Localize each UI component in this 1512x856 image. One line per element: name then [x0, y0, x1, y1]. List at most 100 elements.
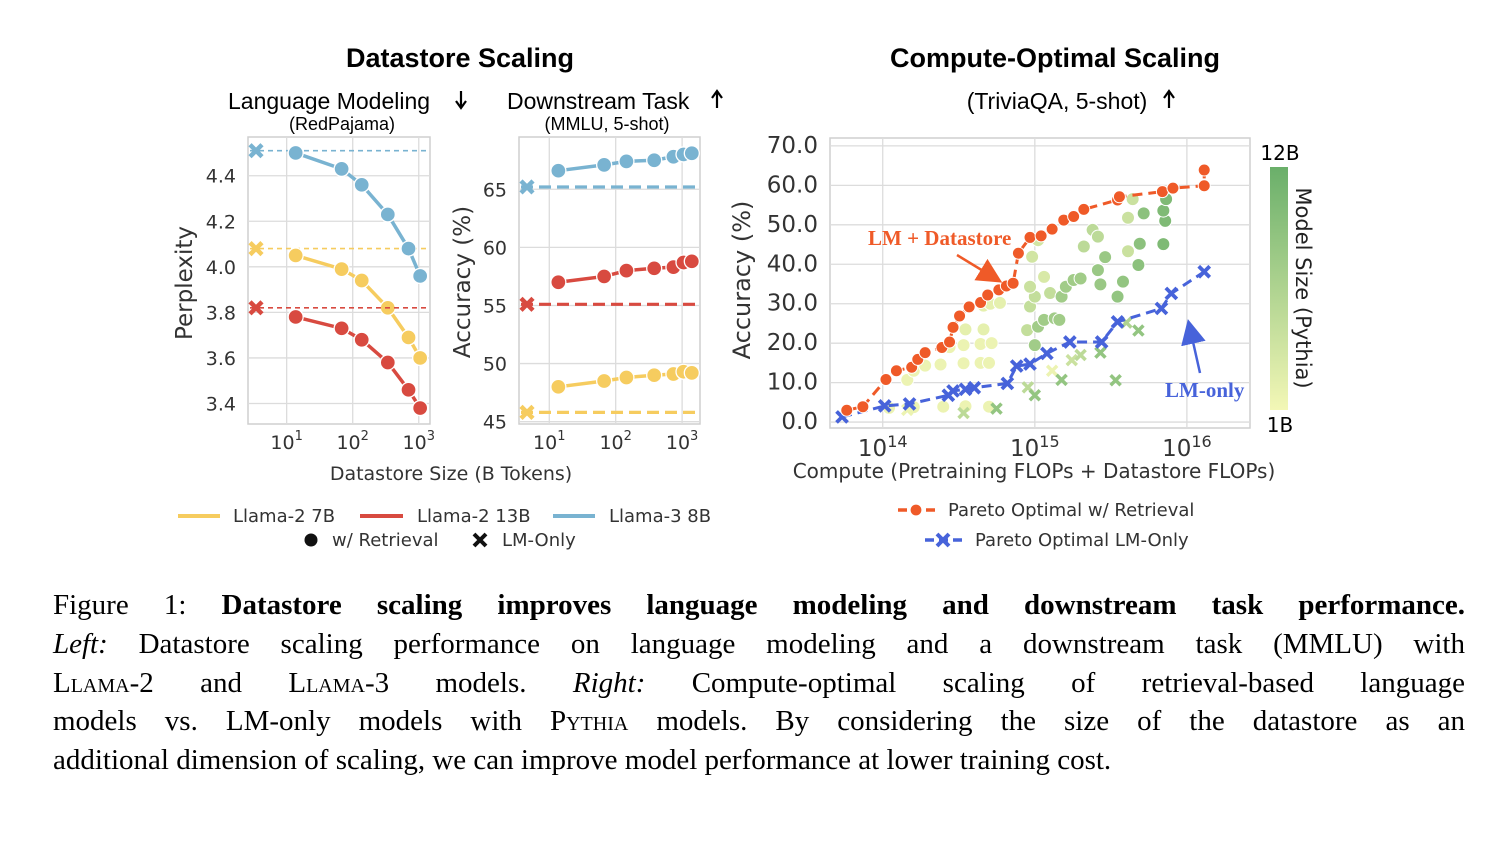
retrieval-scatter-point	[1121, 210, 1136, 225]
x-tick-exponent: 15	[1039, 432, 1059, 451]
x-tick-exponent: 3	[427, 429, 435, 444]
retrieval-point	[550, 378, 567, 395]
x-tick-exponent: 1	[295, 429, 303, 444]
caption-line: additional dimension of scaling, we can …	[53, 741, 1465, 780]
y-tick-label: 20.0	[767, 330, 818, 356]
x-tick-exponent: 2	[624, 429, 632, 444]
pareto-retrieval-point	[1034, 229, 1048, 243]
colorbar-max: 12B	[1260, 141, 1299, 165]
retrieval-scatter-point	[933, 357, 948, 372]
pareto-lm-only-point	[967, 380, 982, 395]
pareto-retrieval-point	[1067, 210, 1081, 224]
retrieval-point	[618, 262, 635, 279]
x-tick-exponent: 1	[557, 429, 565, 444]
retrieval-scatter-point	[1136, 206, 1151, 221]
colorbar	[1270, 167, 1288, 410]
legend-label: w/ Retrieval	[332, 530, 439, 551]
pareto-retrieval-point	[1023, 230, 1037, 244]
retrieval-point	[683, 364, 700, 382]
retrieval-point	[618, 153, 635, 170]
retrieval-scatter-point	[1025, 249, 1040, 264]
annotation-lm-only: LM-only	[1165, 378, 1245, 402]
x-tick-exponent: 2	[361, 429, 369, 444]
pareto-lm-only-point	[877, 399, 892, 413]
caption-text: Compute-optimal scaling of retrieval-bas…	[645, 666, 1465, 699]
x-tick-label: 101	[270, 429, 302, 454]
retrieval-point	[646, 152, 663, 169]
lm-only-marker	[519, 179, 535, 195]
x-tick-label: 1015	[1010, 432, 1060, 462]
retrieval-point	[683, 253, 700, 270]
caption-line: Llama-2 and Llama-3 models. Right: Compu…	[53, 664, 1465, 703]
retrieval-point	[287, 308, 304, 326]
pareto-lm-only-line	[841, 270, 1206, 419]
x-axis-label-compute: Compute (Pretraining FLOPs + Datastore F…	[793, 459, 1276, 483]
y-tick-label: 60.0	[767, 172, 818, 198]
perplexity-chart: 101 102 103 3.4 3.6 3.8 4.0 4.2 4.4	[206, 136, 435, 454]
y-axis-label-accuracy: Accuracy (%)	[450, 206, 476, 358]
model-name: Pythia	[549, 705, 629, 738]
y-tick-label: 4.0	[206, 257, 236, 279]
pareto-lm-only-point	[1154, 301, 1169, 316]
pareto-lm-only-point	[1023, 357, 1037, 371]
caption-text: models. By considering the size of the d…	[628, 705, 1465, 738]
retrieval-point	[287, 144, 304, 162]
lm-only-marker	[248, 241, 264, 257]
retrieval-scatter-point	[1037, 269, 1052, 284]
legend-label: Llama-2 13B	[417, 506, 531, 527]
retrieval-point	[412, 399, 429, 417]
x-tick-label: 102	[599, 429, 631, 454]
lm-only-scatter-point	[1055, 373, 1068, 387]
pareto-lm-only-point	[1110, 315, 1125, 329]
y-tick-label: 50.0	[767, 212, 818, 238]
retrieval-point	[353, 331, 370, 348]
pareto-lm-only-point	[1063, 335, 1077, 349]
pareto-retrieval-point	[1006, 276, 1020, 290]
x-tick-label: 1014	[858, 432, 908, 462]
y-tick-label: 10.0	[767, 370, 818, 396]
retrieval-point	[646, 367, 663, 384]
x-tick-exponent: 16	[1191, 432, 1211, 451]
mmlu-chart: 101 102 103 45 50 55 60 65	[483, 136, 701, 454]
colorbar-min: 1B	[1267, 413, 1293, 437]
model-name: Llama-2	[53, 666, 154, 699]
pareto-lm-only-point	[1164, 286, 1179, 301]
y-tick-label: 65	[483, 179, 507, 201]
circle-marker-icon	[304, 533, 318, 547]
lm-only-scatter-point	[1028, 389, 1042, 402]
lm-only-scatter-point	[1065, 353, 1079, 367]
x-tick-label: 1016	[1162, 432, 1212, 462]
pareto-retrieval-point	[879, 372, 893, 386]
legend-label: Llama-2 7B	[233, 506, 335, 527]
retrieval-point	[333, 160, 350, 178]
retrieval-point	[412, 349, 429, 367]
retrieval-scatter-point	[1132, 236, 1147, 251]
lm-only-scatter-point	[1094, 346, 1107, 359]
pareto-retrieval-point	[1197, 163, 1211, 177]
retrieval-point	[412, 267, 429, 285]
pareto-retrieval-point	[946, 320, 960, 334]
compute-optimal-chart: 1014 1015 1016 0.0 10.0 20.0 30.0 40.0 50.0 60.0 7…	[767, 133, 1251, 462]
cross-marker-icon	[472, 532, 488, 548]
retrieval-scatter-point	[982, 355, 997, 370]
caption-text: Datastore scaling performance on languag…	[107, 627, 1465, 660]
lm-subtitle-dataset: (RedPajama)	[289, 114, 395, 134]
ds-subtitle-dataset: (MMLU, 5-shot)	[544, 114, 669, 134]
pareto-lm-only-point	[1000, 376, 1015, 391]
x-tick-label: 103	[666, 429, 698, 454]
annotation-lm-datastore: LM + Datastore	[868, 226, 1011, 250]
x-tick-label: 103	[403, 429, 435, 454]
legend-label: Pareto Optimal LM-Only	[975, 530, 1189, 551]
x-tick-exponent: 14	[887, 432, 907, 451]
y-tick-label: 50	[483, 354, 507, 376]
retrieval-point	[400, 329, 417, 346]
lm-only-scatter-point	[1074, 348, 1087, 362]
lm-only-marker	[248, 300, 264, 316]
retrieval-scatter-point	[936, 399, 951, 414]
retrieval-point	[353, 176, 370, 193]
retrieval-point	[595, 372, 613, 390]
left-legend: Llama-2 7B Llama-2 13B Llama-3 8B w/ Ret…	[178, 506, 711, 551]
lm-only-marker	[519, 404, 535, 420]
right-title: Compute-Optimal Scaling	[890, 43, 1220, 73]
pareto-retrieval-point	[953, 309, 967, 323]
